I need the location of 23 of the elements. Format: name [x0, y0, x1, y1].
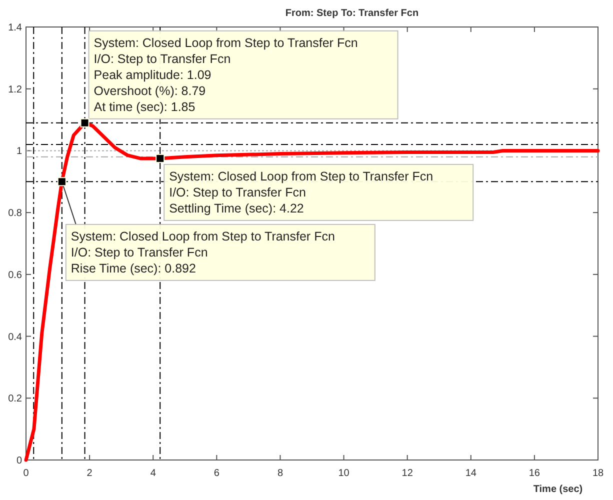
x-tick-label: 8: [277, 468, 284, 479]
x-tick-label: 12: [402, 468, 414, 479]
x-axis-title: Time (sec): [533, 484, 583, 495]
annotation: System: Closed Loop from Step to Transfer Fcn I/O: Step to Transfer Fcn Settling Time (sec): 4.22: [169, 169, 434, 216]
x-tick-label: 16: [528, 468, 540, 479]
x-tick-label: 14: [465, 468, 477, 479]
y-tick-label: 0.8: [8, 208, 22, 220]
y-tick-label: 1: [16, 146, 22, 158]
y-tick-label: 0.2: [8, 394, 22, 405]
x-tick-label: 18: [592, 468, 604, 479]
y-tick-label: 1.4: [8, 22, 22, 34]
y-tick-label: 0: [16, 456, 22, 466]
y-tick-label: 0.6: [8, 270, 22, 281]
x-tick-label: 2: [86, 468, 93, 479]
y-tick-label: 1.2: [8, 84, 22, 96]
x-tick-label: 4: [150, 468, 156, 479]
annotation: System: Closed Loop from Step to Transfer Fcn I/O: Step to Transfer Fcn Peak amplitude: 1.09 Overshoot (%): 8.79 At time (sec): 1.85: [94, 36, 358, 114]
annotation: System: Closed Loop from Step to Transfer Fcn I/O: Step to Transfer Fcn Rise Time (sec): 0.892: [70, 229, 335, 276]
x-tick-label: 10: [338, 468, 350, 479]
x-tick-label: 0: [23, 468, 30, 479]
chart-title: From: Step To: Transfer Fcn: [285, 8, 419, 19]
y-tick-label: 0.4: [8, 332, 22, 343]
x-tick-label: 6: [214, 468, 220, 479]
